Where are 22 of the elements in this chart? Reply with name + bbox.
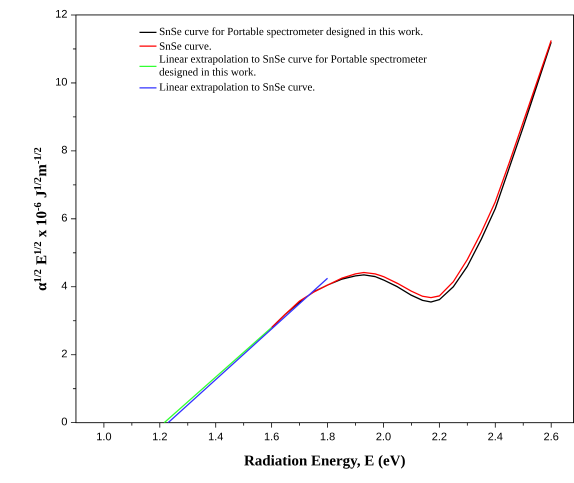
y-tick-label: 2 bbox=[62, 350, 67, 358]
y-tick-label: 12 bbox=[56, 10, 67, 18]
legend-label: SnSe curve. bbox=[160, 42, 211, 50]
x-tick-label: 1.2 bbox=[153, 432, 167, 440]
x-tick-label: 2.4 bbox=[488, 432, 503, 440]
legend-label: Linear extrapolation to SnSe curve for Portable spectrometer designed in this work. bbox=[159, 55, 427, 78]
y-tick-label: 4 bbox=[62, 282, 68, 290]
x-tick-label: 2.0 bbox=[376, 432, 391, 441]
x-tick-label: 2.6 bbox=[544, 432, 558, 441]
text: α$^{1/2}$ E$^{1/2}$ x 10$^{-6}$ J$^{1/2}$m$^{-1/2}$ bbox=[34, 148, 46, 291]
x-tick-label: 1.0 bbox=[97, 432, 112, 441]
legend-label: SnSe curve for Portable spectrometer designed in this work. bbox=[160, 28, 422, 38]
y-tick-label: 0 bbox=[62, 418, 68, 426]
x-tick-label: 1.4 bbox=[208, 432, 224, 440]
x-tick-label: 2.2 bbox=[432, 432, 446, 440]
legend-label: Linear extrapolation to SnSe curve. bbox=[159, 83, 314, 94]
y-tick-label: 8 bbox=[62, 146, 67, 154]
y-tick-label: 6 bbox=[62, 214, 67, 222]
x-tick-label: 1.6 bbox=[264, 432, 279, 441]
x-tick-label: 1.8 bbox=[320, 432, 335, 441]
y-tick-label: 10 bbox=[56, 78, 67, 86]
x-axis-title: Radiation Energy, E (eV) bbox=[244, 455, 405, 469]
